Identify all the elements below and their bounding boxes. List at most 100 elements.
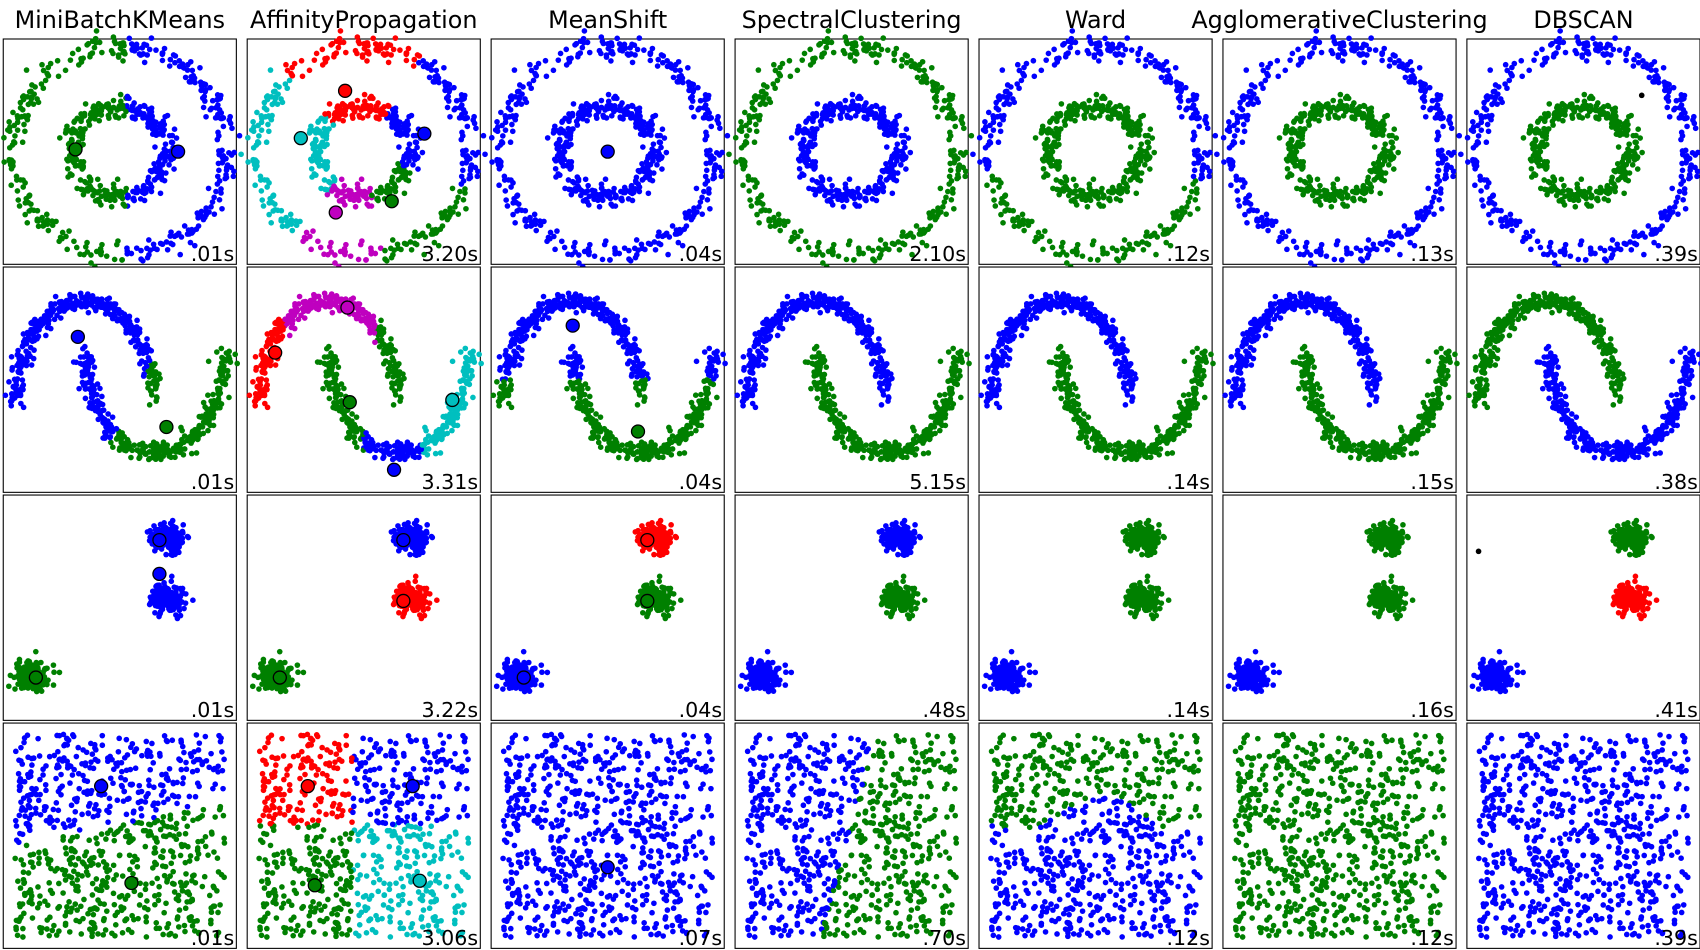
point	[920, 59, 926, 65]
point	[104, 253, 110, 259]
point	[1669, 186, 1675, 192]
point	[167, 63, 173, 69]
point	[142, 60, 148, 66]
point	[1260, 85, 1266, 91]
point	[1518, 58, 1524, 64]
point	[398, 175, 404, 181]
point	[823, 45, 829, 51]
point	[1284, 123, 1290, 129]
point	[1548, 42, 1554, 48]
point	[259, 127, 265, 133]
cluster-center	[329, 206, 342, 219]
point	[1602, 52, 1608, 58]
point	[1488, 220, 1494, 226]
point	[1623, 58, 1629, 64]
point	[1330, 51, 1336, 57]
point	[1184, 204, 1190, 210]
point	[450, 186, 456, 192]
point	[388, 246, 394, 252]
point	[21, 122, 27, 128]
point	[950, 116, 956, 122]
point	[1682, 116, 1688, 122]
point	[842, 51, 848, 57]
point	[63, 67, 69, 73]
point	[279, 218, 285, 224]
point	[1105, 47, 1111, 53]
point	[600, 257, 606, 263]
point	[810, 111, 816, 117]
point	[189, 68, 195, 74]
point	[603, 176, 609, 182]
cluster-center	[172, 145, 185, 158]
column-title: MeanShift	[548, 6, 667, 34]
point	[218, 186, 224, 192]
point	[429, 231, 435, 237]
point	[1242, 212, 1248, 218]
point	[1143, 233, 1149, 239]
point	[465, 124, 471, 130]
point	[317, 130, 323, 136]
point	[1135, 58, 1141, 64]
point	[120, 105, 126, 111]
point	[459, 181, 465, 187]
point	[1357, 104, 1363, 110]
point	[412, 151, 418, 157]
point	[1388, 151, 1394, 157]
point	[553, 166, 559, 172]
point	[706, 93, 712, 99]
point	[1159, 75, 1165, 81]
point	[1535, 119, 1541, 125]
point	[1060, 42, 1066, 48]
point	[1309, 186, 1315, 192]
point	[366, 203, 372, 209]
point	[1317, 107, 1323, 113]
point	[1671, 107, 1677, 113]
point	[1060, 240, 1066, 246]
point	[169, 139, 175, 145]
point	[763, 91, 769, 97]
point	[1346, 36, 1352, 42]
point	[1568, 253, 1574, 259]
point	[1113, 104, 1119, 110]
point	[1248, 201, 1254, 207]
point	[900, 151, 906, 157]
noise-point	[1639, 93, 1645, 99]
point	[1143, 63, 1149, 69]
point	[76, 47, 82, 53]
point	[899, 233, 905, 239]
point	[35, 208, 41, 214]
point	[1086, 34, 1092, 40]
point	[884, 130, 890, 136]
point	[360, 54, 366, 60]
point	[481, 133, 487, 139]
point	[1286, 228, 1292, 234]
point	[532, 212, 538, 218]
point	[519, 91, 525, 97]
point	[1377, 153, 1383, 159]
point	[988, 133, 994, 139]
point	[1588, 95, 1594, 101]
point	[1177, 94, 1183, 100]
point	[872, 258, 878, 264]
point	[1366, 237, 1372, 243]
point	[89, 50, 95, 56]
point	[1443, 156, 1449, 162]
point	[1110, 190, 1116, 196]
point	[1064, 260, 1070, 266]
point	[363, 257, 369, 263]
point	[522, 208, 528, 214]
point	[55, 58, 61, 64]
point	[1556, 198, 1562, 204]
point	[891, 241, 897, 247]
point	[611, 186, 617, 192]
point	[904, 126, 910, 132]
point	[409, 113, 415, 119]
column-title: MiniBatchKMeans	[15, 6, 225, 34]
point	[68, 57, 74, 63]
point	[1358, 111, 1364, 117]
point	[551, 67, 557, 73]
point	[914, 223, 920, 229]
point	[252, 182, 258, 188]
point	[760, 100, 766, 106]
point	[566, 187, 572, 193]
